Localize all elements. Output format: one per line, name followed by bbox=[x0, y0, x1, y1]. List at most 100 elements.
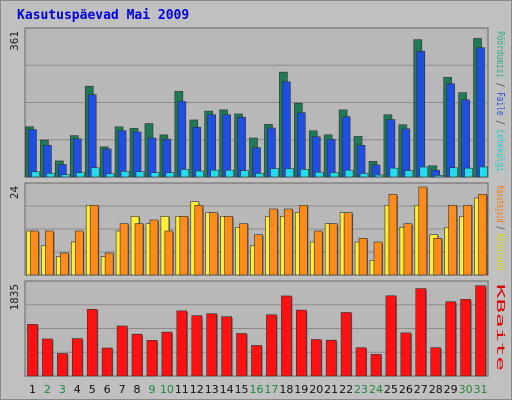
bar bbox=[191, 315, 203, 377]
bar bbox=[478, 194, 487, 276]
bar bbox=[207, 114, 216, 178]
bar bbox=[388, 194, 398, 276]
bar bbox=[311, 136, 321, 178]
bar bbox=[117, 130, 127, 178]
bar bbox=[389, 167, 399, 178]
bar bbox=[415, 288, 427, 377]
bar bbox=[479, 166, 488, 178]
x-tick-label: 17 bbox=[264, 383, 278, 396]
bar bbox=[120, 171, 130, 178]
bar bbox=[401, 128, 411, 178]
chart-panels: 361 Pöördumisi / Faile / Lehekülgi 24 Kasut… bbox=[8, 27, 507, 377]
bar bbox=[297, 112, 306, 178]
x-tick-label: 13 bbox=[205, 383, 219, 396]
x-tick-label: 21 bbox=[324, 383, 338, 396]
bar bbox=[328, 223, 338, 276]
legend-entry: / bbox=[494, 116, 507, 130]
bar bbox=[419, 166, 429, 178]
bar bbox=[195, 170, 205, 178]
bar bbox=[239, 223, 248, 276]
bar bbox=[165, 172, 175, 178]
bar bbox=[31, 171, 40, 178]
bar bbox=[356, 144, 366, 178]
bar bbox=[86, 308, 98, 377]
bar bbox=[344, 169, 354, 178]
x-tick-label: 2 bbox=[44, 383, 51, 396]
x-tick-label: 7 bbox=[119, 383, 126, 396]
x-tick-label: 29 bbox=[444, 383, 458, 396]
bar bbox=[104, 252, 114, 276]
x-tick-label: 27 bbox=[414, 383, 428, 396]
y-max-tick-label: 361 bbox=[8, 31, 21, 51]
panel-legend-label: KBaite bbox=[494, 284, 507, 371]
bar bbox=[45, 230, 54, 276]
x-tick-label: 25 bbox=[384, 383, 398, 396]
bar bbox=[71, 338, 83, 377]
series-top-2 bbox=[31, 166, 488, 178]
x-tick-label: 10 bbox=[160, 383, 174, 396]
x-tick-label: 16 bbox=[250, 383, 264, 396]
bar bbox=[445, 301, 456, 377]
bar bbox=[418, 186, 428, 276]
bar bbox=[448, 205, 457, 276]
bar bbox=[42, 338, 53, 377]
bar bbox=[61, 174, 70, 178]
x-tick-label: 28 bbox=[429, 383, 443, 396]
bar bbox=[147, 137, 157, 178]
bar bbox=[237, 116, 246, 178]
x-tick-label: 8 bbox=[134, 383, 141, 396]
bar bbox=[30, 230, 39, 276]
bar bbox=[236, 333, 247, 377]
bar bbox=[282, 81, 291, 178]
bar bbox=[374, 174, 384, 178]
bar bbox=[385, 295, 397, 377]
bar bbox=[119, 223, 129, 276]
x-tick-label: 19 bbox=[294, 383, 308, 396]
bar bbox=[313, 230, 323, 276]
x-tick-label: 20 bbox=[309, 383, 323, 396]
chart-title: Kasutuspäevad Mai 2009 bbox=[17, 8, 189, 23]
bar bbox=[222, 114, 231, 178]
bar bbox=[72, 138, 82, 178]
bar bbox=[131, 333, 143, 377]
bar bbox=[60, 252, 69, 276]
bar bbox=[224, 216, 233, 276]
legend-entry: Külastused bbox=[494, 233, 507, 270]
bar bbox=[90, 167, 100, 178]
bar bbox=[179, 216, 189, 276]
x-tick-label: 1 bbox=[29, 383, 36, 396]
bar bbox=[269, 208, 278, 276]
bar bbox=[150, 172, 160, 178]
bar bbox=[209, 212, 218, 276]
bar bbox=[74, 230, 84, 276]
legend-entry: Faile bbox=[494, 92, 507, 116]
bar bbox=[296, 309, 307, 377]
bar bbox=[89, 205, 99, 276]
panel-top: 361 Pöördumisi / Faile / Lehekülgi bbox=[8, 27, 507, 178]
bar bbox=[270, 168, 279, 178]
series-middle-1 bbox=[30, 186, 488, 276]
bar bbox=[266, 314, 277, 377]
bar bbox=[340, 312, 352, 377]
x-tick-label: 3 bbox=[59, 383, 66, 396]
bar bbox=[225, 169, 234, 178]
y-max-tick-label: 1835 bbox=[8, 284, 21, 311]
x-tick-label: 24 bbox=[369, 383, 383, 396]
bar bbox=[206, 313, 217, 377]
x-axis-labels: 1 2 3 4 5 6 7 8 9 10 11 12 13 14 15 16 17 18 19 20 21 22 23 24 2… bbox=[29, 383, 488, 396]
bar bbox=[135, 171, 145, 178]
x-tick-label: 11 bbox=[175, 383, 189, 396]
series-top-1 bbox=[28, 47, 485, 178]
bar bbox=[176, 310, 188, 377]
bar bbox=[210, 169, 219, 178]
bar bbox=[281, 295, 292, 377]
bar bbox=[433, 238, 443, 276]
x-tick-label: 12 bbox=[190, 383, 204, 396]
x-tick-label: 9 bbox=[148, 383, 155, 396]
bar bbox=[475, 285, 486, 377]
panel-middle: 24 Kasutajaid / Külastused bbox=[8, 182, 507, 276]
bar bbox=[134, 223, 144, 276]
bar bbox=[403, 223, 413, 276]
